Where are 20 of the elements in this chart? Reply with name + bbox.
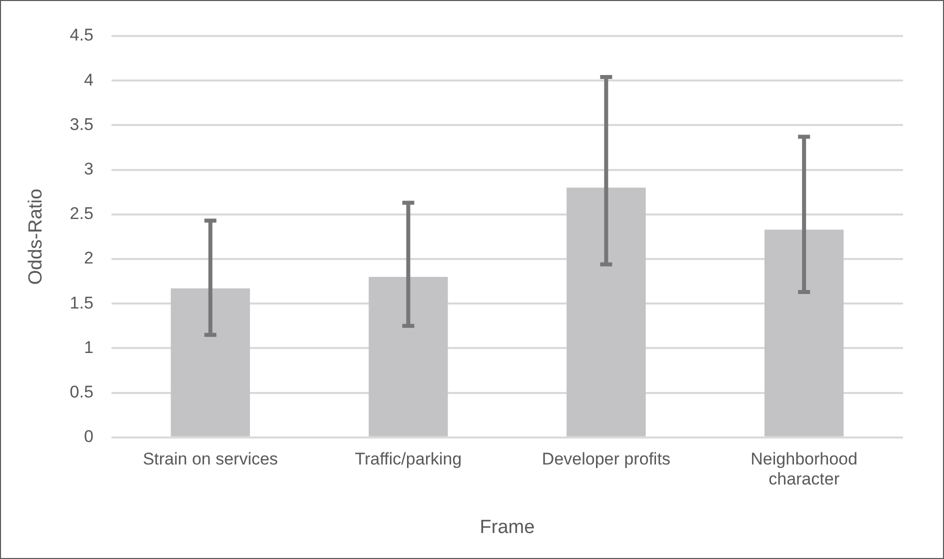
x-tick-label: Developer profits <box>542 449 670 468</box>
y-axis-title: Odds-Ratio <box>26 188 47 285</box>
y-tick-label: 0.5 <box>70 382 94 402</box>
bar <box>566 188 646 436</box>
y-tick-label: 0 <box>84 427 94 446</box>
y-tick-label: 2.5 <box>70 204 94 224</box>
y-tick-label: 3 <box>84 159 94 178</box>
y-tick-label: 4.5 <box>70 26 94 45</box>
x-tick-label: Strain on services <box>142 449 278 468</box>
x-axis-title: Frame <box>480 516 535 538</box>
y-tick-label: 2 <box>84 248 94 268</box>
bar <box>368 276 448 436</box>
y-tick-label: 3.5 <box>70 114 94 134</box>
bar <box>170 288 250 436</box>
x-tick-label: Neighborhood character <box>750 449 858 489</box>
y-tick-label: 4 <box>84 70 94 90</box>
y-tick-label: 1.5 <box>70 293 94 312</box>
bar <box>764 230 844 436</box>
y-tick-label: 1 <box>84 338 94 357</box>
x-tick-label: Traffic/parking <box>354 449 462 468</box>
